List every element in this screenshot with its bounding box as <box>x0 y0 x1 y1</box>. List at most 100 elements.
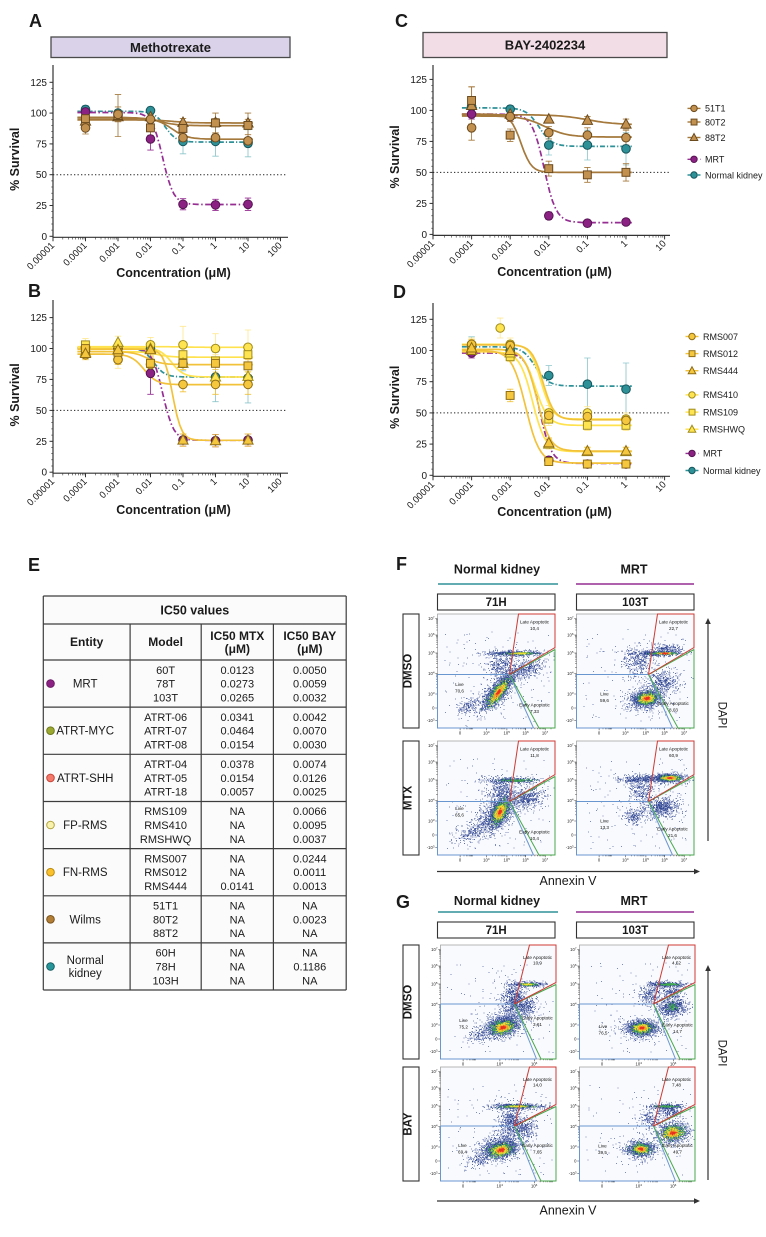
svg-text:Live: Live <box>455 682 464 687</box>
svg-text:NA: NA <box>230 867 246 879</box>
svg-text:Concentration (μM): Concentration (μM) <box>116 503 231 517</box>
svg-text:FP-RMS: FP-RMS <box>63 820 107 832</box>
svg-text:0.0057: 0.0057 <box>220 787 254 799</box>
svg-text:Early Apoptotic: Early Apoptotic <box>658 701 689 706</box>
svg-text:Late Apoptotic: Late Apoptotic <box>659 747 689 752</box>
svg-text:ATRT-04: ATRT-04 <box>144 759 187 771</box>
svg-text:69,4: 69,4 <box>458 1150 467 1155</box>
svg-text:104: 104 <box>483 730 490 735</box>
svg-text:G: G <box>396 892 410 912</box>
svg-text:IC50 BAY: IC50 BAY <box>283 629 336 643</box>
svg-text:RMS012: RMS012 <box>703 349 738 359</box>
svg-text:RMS109: RMS109 <box>144 806 187 818</box>
svg-text:105: 105 <box>504 730 511 735</box>
svg-text:106: 106 <box>431 963 438 968</box>
svg-text:B: B <box>28 281 41 301</box>
svg-text:105: 105 <box>643 730 650 735</box>
svg-text:Early Apoptotic: Early Apoptotic <box>522 1016 553 1021</box>
svg-text:104: 104 <box>570 1002 577 1007</box>
svg-text:105: 105 <box>428 777 435 782</box>
svg-text:% Survival: % Survival <box>388 125 402 188</box>
svg-text:105: 105 <box>567 650 574 655</box>
svg-text:103: 103 <box>570 1144 577 1149</box>
svg-text:0.0273: 0.0273 <box>220 679 254 691</box>
svg-text:0: 0 <box>459 731 462 736</box>
svg-text:0.1186: 0.1186 <box>293 962 326 974</box>
svg-text:Early Apoptotic: Early Apoptotic <box>519 830 550 835</box>
svg-text:103T: 103T <box>622 597 648 609</box>
svg-text:107: 107 <box>567 616 574 621</box>
svg-text:107: 107 <box>542 857 549 862</box>
svg-text:13,3: 13,3 <box>600 825 609 830</box>
svg-text:75: 75 <box>36 139 48 150</box>
svg-text:MRT: MRT <box>703 449 723 459</box>
svg-text:ATRT-18: ATRT-18 <box>144 787 187 799</box>
svg-text:MTX: MTX <box>403 786 415 811</box>
svg-text:78H: 78H <box>156 962 176 974</box>
svg-text:104: 104 <box>636 1183 643 1188</box>
svg-text:ATRT-05: ATRT-05 <box>144 773 187 785</box>
svg-text:Live: Live <box>599 1024 608 1029</box>
svg-text:104: 104 <box>567 798 574 803</box>
svg-text:103: 103 <box>431 1022 438 1027</box>
svg-text:ATRT-06: ATRT-06 <box>144 712 187 724</box>
svg-text:Early Apoptotic: Early Apoptotic <box>522 1143 553 1148</box>
svg-text:NA: NA <box>230 914 246 926</box>
svg-text:0: 0 <box>435 1037 438 1042</box>
svg-text:105: 105 <box>504 857 511 862</box>
svg-text:NA: NA <box>302 901 318 913</box>
svg-text:0: 0 <box>462 1062 465 1067</box>
svg-text:Normal kidney: Normal kidney <box>703 466 761 476</box>
svg-text:RMS109: RMS109 <box>703 407 738 417</box>
svg-text:0: 0 <box>41 468 47 479</box>
svg-text:0: 0 <box>571 833 574 838</box>
svg-text:MRT: MRT <box>620 894 647 908</box>
svg-text:107: 107 <box>570 1069 577 1074</box>
svg-text:106: 106 <box>570 1085 577 1090</box>
svg-text:25: 25 <box>36 437 48 448</box>
svg-text:60,9: 60,9 <box>669 753 678 758</box>
svg-text:0.0032: 0.0032 <box>293 692 327 704</box>
svg-text:1: 1 <box>619 479 631 491</box>
svg-text:104: 104 <box>483 857 490 862</box>
svg-text:DAPI: DAPI <box>716 702 728 729</box>
svg-text:RMS444: RMS444 <box>703 366 738 376</box>
svg-text:1: 1 <box>208 240 220 252</box>
svg-text:75: 75 <box>36 375 48 386</box>
svg-text:125: 125 <box>30 78 47 89</box>
svg-text:104: 104 <box>431 1124 438 1129</box>
svg-text:107: 107 <box>681 730 688 735</box>
svg-text:25: 25 <box>416 440 428 451</box>
svg-text:106: 106 <box>428 759 435 764</box>
svg-text:0.0066: 0.0066 <box>293 806 327 818</box>
svg-text:60H: 60H <box>156 948 176 960</box>
svg-text:104: 104 <box>622 857 629 862</box>
svg-text:NA: NA <box>230 853 246 865</box>
svg-text:105: 105 <box>643 857 650 862</box>
svg-text:0.0378: 0.0378 <box>220 759 254 771</box>
svg-text:Live: Live <box>458 1143 467 1148</box>
svg-text:75: 75 <box>416 137 428 148</box>
svg-text:75,2: 75,2 <box>459 1025 468 1030</box>
svg-text:0.0011: 0.0011 <box>293 867 326 879</box>
svg-text:A: A <box>29 11 42 31</box>
svg-text:Live: Live <box>459 1018 468 1023</box>
svg-text:Concentration (μM): Concentration (μM) <box>497 505 612 519</box>
svg-text:103T: 103T <box>622 925 648 937</box>
svg-text:RMS007: RMS007 <box>144 853 187 865</box>
svg-text:100: 100 <box>30 109 47 120</box>
svg-text:0.0074: 0.0074 <box>293 759 327 771</box>
svg-text:ATRT-08: ATRT-08 <box>144 740 187 752</box>
svg-text:104: 104 <box>497 1183 504 1188</box>
svg-text:ATRT-SHH: ATRT-SHH <box>57 773 113 785</box>
svg-text:0: 0 <box>421 471 427 482</box>
svg-text:BAY-2402234: BAY-2402234 <box>505 38 586 53</box>
svg-text:106: 106 <box>531 1183 538 1188</box>
svg-text:0.0141: 0.0141 <box>220 881 254 893</box>
svg-text:104: 104 <box>497 1061 504 1066</box>
svg-text:107: 107 <box>428 743 435 748</box>
svg-text:NA: NA <box>230 975 246 987</box>
svg-text:-103: -103 <box>427 718 435 723</box>
svg-text:125: 125 <box>30 313 47 324</box>
svg-text:0: 0 <box>421 230 427 241</box>
